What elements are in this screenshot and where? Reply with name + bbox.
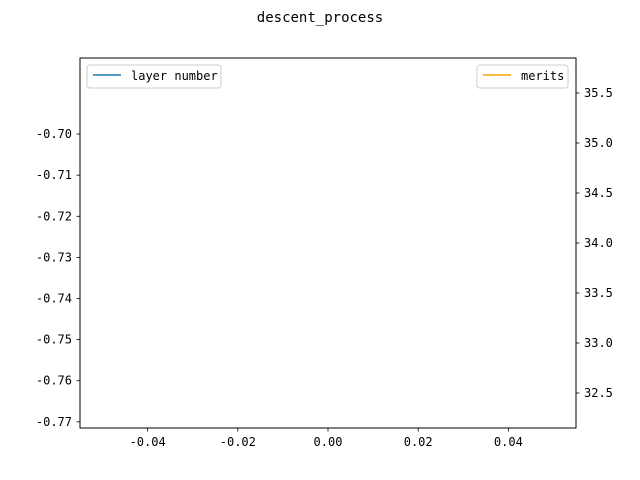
legend-left: layer number xyxy=(86,64,222,89)
right-y-tick-label: 33.5 xyxy=(584,286,613,300)
left-y-tick-label: -0.72 xyxy=(36,209,72,223)
left-y-tick-label: -0.77 xyxy=(36,415,72,429)
x-tick-label: -0.02 xyxy=(220,435,256,449)
chart-title: descent_process xyxy=(257,10,383,26)
right-y-tick-label: 34.5 xyxy=(584,186,613,200)
left-y-tick-label: -0.70 xyxy=(36,127,72,141)
x-tick-label: 0.00 xyxy=(314,435,343,449)
left-y-tick-label: -0.73 xyxy=(36,250,72,264)
right-y-tick-label: 32.5 xyxy=(584,386,613,400)
legend-label-merits: merits xyxy=(521,69,564,83)
x-tick-label: 0.02 xyxy=(404,435,433,449)
left-y-tick-label: -0.71 xyxy=(36,168,72,182)
left-y-tick-label: -0.75 xyxy=(36,333,72,347)
legend-right: merits xyxy=(476,64,569,89)
legend-label-layer-number: layer number xyxy=(131,69,218,83)
right-y-axis: 35.5 35.0 34.5 34.0 33.5 33.0 32.5 xyxy=(576,86,613,400)
right-y-tick-label: 35.0 xyxy=(584,136,613,150)
left-y-tick-label: -0.74 xyxy=(36,292,72,306)
right-y-tick-label: 35.5 xyxy=(584,86,613,100)
x-tick-label: 0.04 xyxy=(494,435,523,449)
right-y-tick-label: 33.0 xyxy=(584,336,613,350)
right-y-tick-label: 34.0 xyxy=(584,236,613,250)
left-y-axis: -0.70 -0.71 -0.72 -0.73 -0.74 -0.75 -0.76 -0.77 xyxy=(36,127,80,429)
x-tick-label: -0.04 xyxy=(130,435,166,449)
left-y-tick-label: -0.76 xyxy=(36,374,72,388)
x-axis: -0.04 -0.02 0.00 0.02 0.04 xyxy=(130,428,523,449)
legend-right-frame xyxy=(476,64,569,89)
legend-left-frame xyxy=(86,64,222,89)
